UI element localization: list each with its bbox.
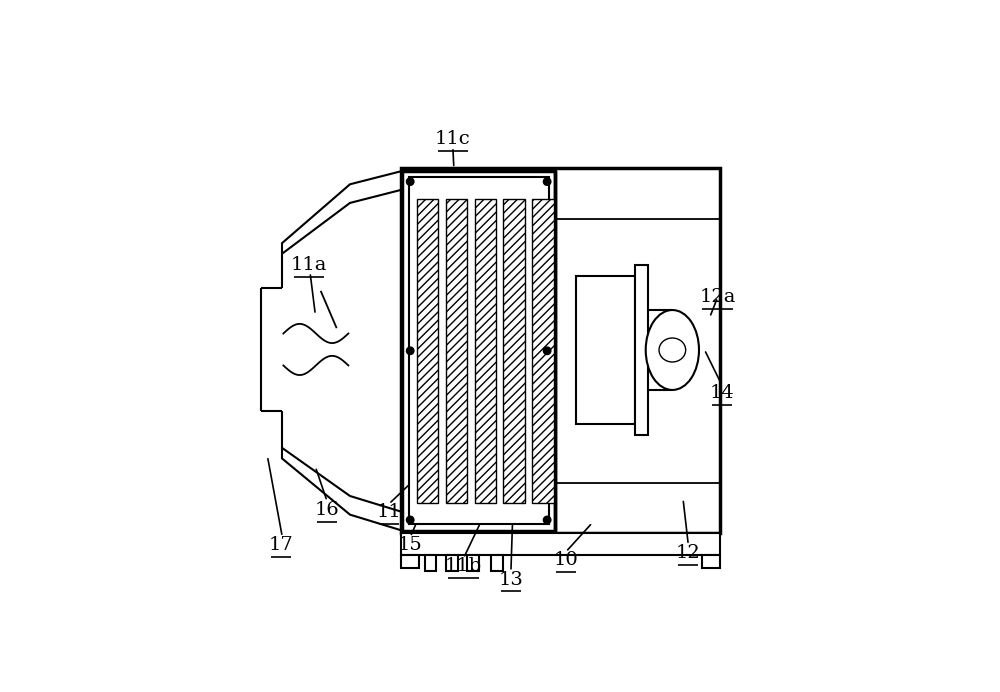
Bar [576,276,635,424]
Circle shape [406,516,414,524]
Bar [635,265,648,435]
Text: 12a: 12a [699,289,736,307]
Bar [467,554,479,571]
Circle shape [406,178,414,185]
Text: 15: 15 [398,536,423,554]
Text: 12: 12 [676,544,701,562]
Bar [475,199,496,503]
Ellipse shape [646,310,699,390]
Text: 13: 13 [498,571,523,589]
Bar [401,168,720,534]
Text: 10: 10 [553,551,578,569]
Text: 11c: 11c [435,130,471,148]
Bar [503,199,525,503]
Bar [401,554,419,568]
Bar [702,554,720,568]
Text: 16: 16 [315,502,339,520]
Bar [491,554,503,571]
Bar [532,199,554,503]
Bar [401,534,720,554]
Circle shape [406,347,414,354]
Bar [446,554,458,571]
Text: 14: 14 [710,384,734,402]
Bar [425,554,436,571]
Bar [409,177,549,525]
Bar [446,199,467,503]
Ellipse shape [659,338,686,362]
Circle shape [543,516,551,524]
Bar [417,199,438,503]
Text: 17: 17 [268,536,293,554]
Text: 11: 11 [377,503,401,521]
Text: 11a: 11a [291,256,327,274]
Text: 11b: 11b [445,557,482,575]
Circle shape [543,347,551,354]
Circle shape [543,178,551,185]
Bar [402,171,555,531]
